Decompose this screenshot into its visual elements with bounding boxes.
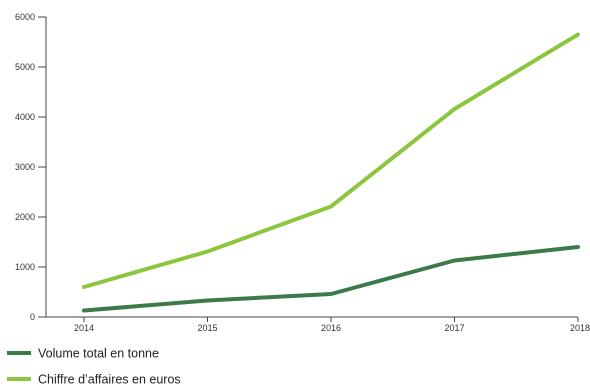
y-tick-label: 5000 <box>15 62 35 72</box>
series-line-2 <box>82 32 580 289</box>
data-point <box>454 260 455 261</box>
data-point <box>454 108 455 110</box>
data-point <box>83 286 85 288</box>
y-tick-label: 0 <box>30 312 35 322</box>
y-tick-label: 3000 <box>15 162 35 172</box>
y-tick-label: 4000 <box>15 112 35 122</box>
data-point <box>207 251 208 252</box>
data-point <box>577 246 579 248</box>
data-point <box>330 206 332 207</box>
data-point <box>330 293 332 295</box>
legend: Volume total en tonne Chiffre d’affaires … <box>7 347 181 387</box>
x-tick-label: 2016 <box>321 323 341 333</box>
data-point <box>83 310 85 311</box>
data-point <box>577 34 579 35</box>
x-tick-label: 2017 <box>444 323 464 333</box>
x-tick-label: 2015 <box>197 323 217 333</box>
y-tick-label: 6000 <box>15 12 35 22</box>
data-point <box>207 300 208 301</box>
legend-label: Chiffre d’affaires en euros <box>38 373 181 387</box>
series-lines <box>82 32 580 313</box>
x-tick-label: 2014 <box>74 323 94 333</box>
legend-label: Volume total en tonne <box>38 347 159 361</box>
x-axis-ticks: 2014 2015 2016 2017 2018 <box>74 317 590 333</box>
y-tick-label: 1000 <box>15 262 35 272</box>
series-line-1 <box>82 245 580 313</box>
x-tick-label: 2018 <box>570 323 590 333</box>
y-tick-label: 2000 <box>15 212 35 222</box>
y-axis-ticks: 0 1000 2000 3000 4000 5000 6000 <box>15 12 46 322</box>
